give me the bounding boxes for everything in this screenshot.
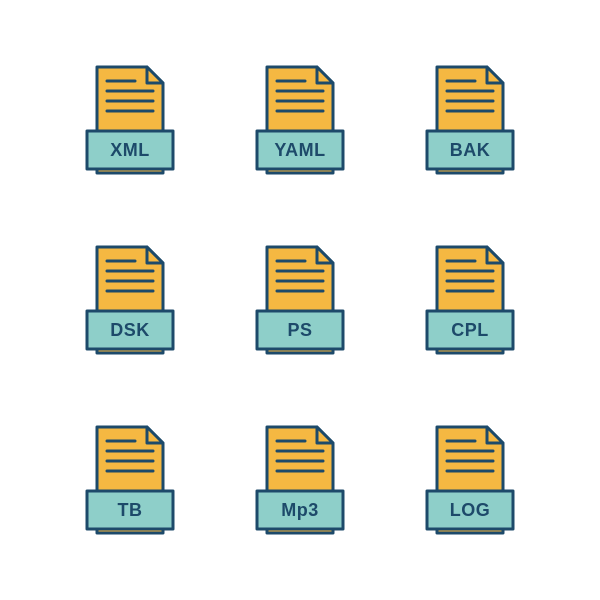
file-label: DSK xyxy=(85,320,175,341)
file-label: Mp3 xyxy=(255,500,345,521)
file-icon-log: LOG xyxy=(425,425,515,535)
file-icon-mp3: Mp3 xyxy=(255,425,345,535)
file-label: CPL xyxy=(425,320,515,341)
file-label: LOG xyxy=(425,500,515,521)
file-icon-xml: XML xyxy=(85,65,175,175)
file-icon-tb: TB xyxy=(85,425,175,535)
file-icon-bak: BAK xyxy=(425,65,515,175)
file-label: XML xyxy=(85,140,175,161)
file-icon-ps: PS xyxy=(255,245,345,355)
file-icon-dsk: DSK xyxy=(85,245,175,355)
file-icon-grid: XML YAML BAK xyxy=(85,65,515,535)
file-label: PS xyxy=(255,320,345,341)
file-label: YAML xyxy=(255,140,345,161)
file-icon-yaml: YAML xyxy=(255,65,345,175)
file-label: TB xyxy=(85,500,175,521)
file-label: BAK xyxy=(425,140,515,161)
file-icon-cpl: CPL xyxy=(425,245,515,355)
